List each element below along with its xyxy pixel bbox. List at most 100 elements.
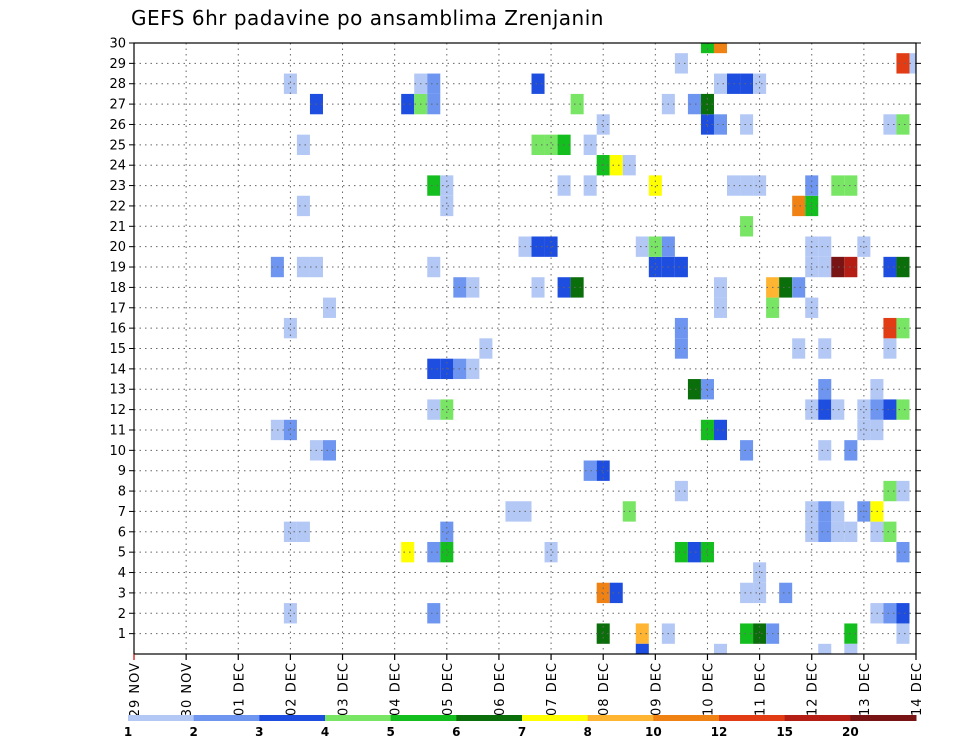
colorbar-swatch [522,715,589,721]
precip-cell [792,277,806,298]
precip-cell [596,460,610,481]
precip-cell [818,399,832,420]
precip-cell [831,399,845,420]
precip-cell [896,114,910,135]
precip-cell [740,114,754,135]
x-tick-label: 12 DEC [806,662,821,716]
precip-cell [740,175,754,196]
colorbar-label: 1 [124,725,132,739]
cells-layer [270,43,916,654]
precip-cell [466,277,480,298]
y-tick-label: 30 [109,37,126,52]
y-tick-label: 23 [109,179,126,194]
precip-cell [401,93,415,115]
colorbar-swatch [850,715,917,721]
precip-cell [844,521,858,542]
precip-cell [440,195,454,217]
precip-cell [479,338,493,359]
precip-cell [883,399,897,420]
precip-cell [635,236,649,257]
precip-cell [505,501,519,522]
x-tick-label: 13 DEC [858,662,873,716]
x-tick-label: 08 DEC [597,662,612,716]
precip-cell [531,134,545,156]
precip-cell [427,175,441,196]
x-tick-label: 02 DEC [284,662,299,716]
x-tick-label: 10 DEC [701,662,716,716]
y-tick-label: 19 [109,261,126,276]
precip-cell [466,358,480,380]
y-tick-label: 26 [109,118,126,133]
precip-cell [831,256,845,278]
precip-cell [440,521,454,542]
precip-cell [818,379,832,400]
precip-cell [648,175,662,196]
precip-cell [713,419,728,441]
precip-cell [779,277,793,298]
y-tick-label: 8 [118,485,126,500]
precip-cell [427,93,441,115]
precip-cell [609,155,623,176]
precip-cell [818,256,832,278]
precip-cell [740,440,754,461]
y-tick-label: 28 [109,77,126,92]
precip-cell [753,73,767,94]
y-tick-label: 27 [109,98,126,113]
y-tick-label: 16 [109,322,126,337]
precip-cell [713,297,728,318]
precip-cell [674,480,688,502]
precip-cell [740,216,754,237]
precip-cell [818,338,832,359]
precip-cell [687,93,701,115]
precip-cell [753,175,767,196]
x-tick-label: 06 DEC [493,662,508,716]
precip-cell [296,134,310,156]
precip-cell [896,623,910,644]
colorbar-swatch [390,715,457,721]
precip-cell [283,521,297,542]
colorbar-label: 12 [711,725,728,739]
precip-cell [792,195,806,217]
precip-cell [896,541,910,563]
precip-cell [713,277,728,298]
colorbar-label: 15 [776,725,793,739]
precip-cell [883,338,897,359]
precip-cell [583,175,597,196]
y-tick-label: 17 [109,301,126,316]
y-tick-label: 10 [109,444,126,459]
x-tick-label: 03 DEC [337,662,352,716]
precip-cell [609,582,623,604]
x-tick-label: 04 DEC [389,662,404,716]
precip-cell [713,73,728,94]
y-tick-label: 20 [109,240,126,255]
precip-cell [635,623,649,644]
precip-cell [740,582,754,604]
precip-cell [896,603,910,624]
x-tick-label: 01 DEC [232,662,247,716]
precip-cell [531,73,545,94]
x-tick-label: 29 NOV [128,662,143,717]
colorbar-label: 7 [518,725,526,739]
y-tick-label: 22 [109,199,126,214]
precip-cell [753,582,767,604]
precip-cell [440,399,454,420]
colorbar-swatch [128,715,195,721]
precip-cell [883,256,897,278]
colorbar-label: 3 [255,725,263,739]
colorbar-swatch [784,715,851,721]
colorbar-swatch [325,715,392,721]
colorbar-swatch [456,715,523,721]
precip-cell [831,521,845,542]
colorbar-label: 10 [645,725,662,739]
precip-cell [896,256,910,278]
precip-cell [674,317,688,339]
y-tick-label: 3 [118,586,126,601]
y-tick-label: 25 [109,138,126,153]
y-tick-label: 15 [109,342,126,357]
precip-cell [896,53,910,74]
precip-cell [883,521,897,542]
y-tick-label: 12 [109,403,126,418]
precip-cell [844,643,858,654]
x-tick-label: 05 DEC [441,662,456,716]
